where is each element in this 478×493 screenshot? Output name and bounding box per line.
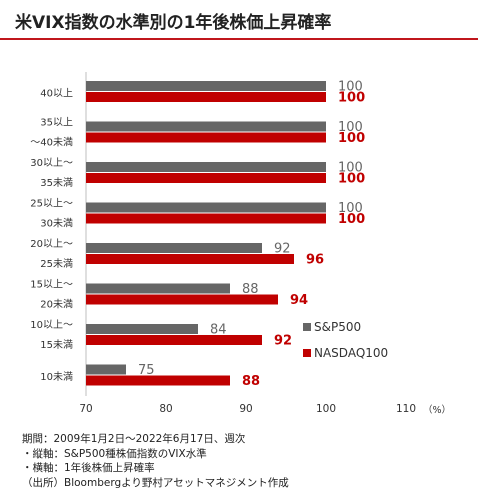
- data-label-nasdaq100: 92: [274, 334, 292, 349]
- data-label-nasdaq100: 100: [338, 212, 365, 227]
- footnote-horizontal-axis: ・横軸：1年後株価上昇確率: [22, 462, 155, 474]
- category-label: 30未満: [40, 218, 73, 230]
- bar-sp500: [86, 202, 326, 213]
- category-label: 25以上～: [30, 198, 73, 210]
- data-label-sp500: 100: [338, 80, 363, 95]
- bar-sp500: [86, 121, 326, 132]
- category-label: 15以上～: [30, 279, 73, 291]
- data-label-sp500: 92: [274, 242, 291, 257]
- bar-sp500: [86, 324, 198, 334]
- data-label-sp500: 84: [210, 323, 227, 338]
- bar-nasdaq100: [86, 375, 230, 386]
- category-label: 30以上～: [30, 157, 73, 169]
- category-label: 35以上: [40, 117, 73, 129]
- category-label: 20未満: [40, 299, 73, 311]
- bar-sp500: [86, 243, 262, 253]
- data-label-sp500: 100: [338, 120, 363, 135]
- x-tick-label: 90: [239, 403, 252, 415]
- bar-sp500: [86, 364, 126, 375]
- category-label: 40以上: [40, 87, 73, 99]
- data-label-nasdaq100: 88: [242, 374, 260, 389]
- legend-swatch-sp500: [303, 323, 311, 331]
- data-label-nasdaq100: 100: [338, 131, 365, 146]
- category-label: 10未満: [40, 371, 73, 383]
- chart-title: 米VIX指数の水準別の1年後株価上昇確率: [15, 13, 332, 33]
- bar-nasdaq100: [86, 335, 262, 345]
- data-label-nasdaq100: 94: [290, 293, 308, 308]
- data-label-nasdaq100: 100: [338, 172, 365, 187]
- category-label: 15未満: [40, 339, 73, 351]
- bar-nasdaq100: [86, 213, 326, 224]
- bar-sp500: [86, 81, 326, 91]
- x-tick-label: 80: [159, 403, 172, 415]
- data-label-nasdaq100: 100: [338, 91, 365, 106]
- title-underline: [0, 38, 478, 40]
- bar-chart: 40以上 10010035以上～40未満10010030以上～35未満100100…: [30, 72, 451, 416]
- bar-nasdaq100: [86, 132, 326, 143]
- bar-nasdaq100: [86, 173, 326, 183]
- bar-sp500: [86, 162, 326, 172]
- x-tick-label: 100: [316, 403, 336, 415]
- footnotes: 期間：2009年1月2日～2022年6月17日、週次 ・縦軸：S&P500種株価…: [22, 432, 289, 490]
- x-tick-label: 70: [79, 403, 92, 415]
- data-label-sp500: 100: [338, 161, 363, 176]
- bar-nasdaq100: [86, 254, 294, 264]
- legend-label-sp500: S&P500: [314, 320, 361, 334]
- legend-swatch-nasdaq100: [303, 349, 311, 357]
- x-unit-label: （%）: [423, 404, 451, 416]
- data-label-sp500: 88: [242, 282, 259, 297]
- category-label: 25未満: [40, 258, 73, 270]
- data-label-sp500: 75: [138, 363, 155, 378]
- bar-sp500: [86, 283, 230, 294]
- data-label-sp500: 100: [338, 201, 363, 216]
- bar-nasdaq100: [86, 92, 326, 102]
- category-label: 35未満: [40, 177, 73, 189]
- footnote-vertical-axis: ・縦軸：S&P500種株価指数のVIX水準: [22, 447, 207, 460]
- footnote-period: 期間：2009年1月2日～2022年6月17日、週次: [22, 433, 246, 445]
- data-label-nasdaq100: 96: [306, 253, 324, 268]
- footnote-source: （出所）Bloombergより野村アセットマネジメント作成: [22, 476, 289, 489]
- legend-label-nasdaq100: NASDAQ100: [314, 346, 388, 360]
- category-label: 20以上～: [30, 238, 73, 250]
- x-tick-label: 110: [396, 403, 416, 415]
- category-label: ～40未満: [30, 137, 73, 149]
- bar-nasdaq100: [86, 294, 278, 305]
- category-label: 10以上～: [30, 319, 73, 331]
